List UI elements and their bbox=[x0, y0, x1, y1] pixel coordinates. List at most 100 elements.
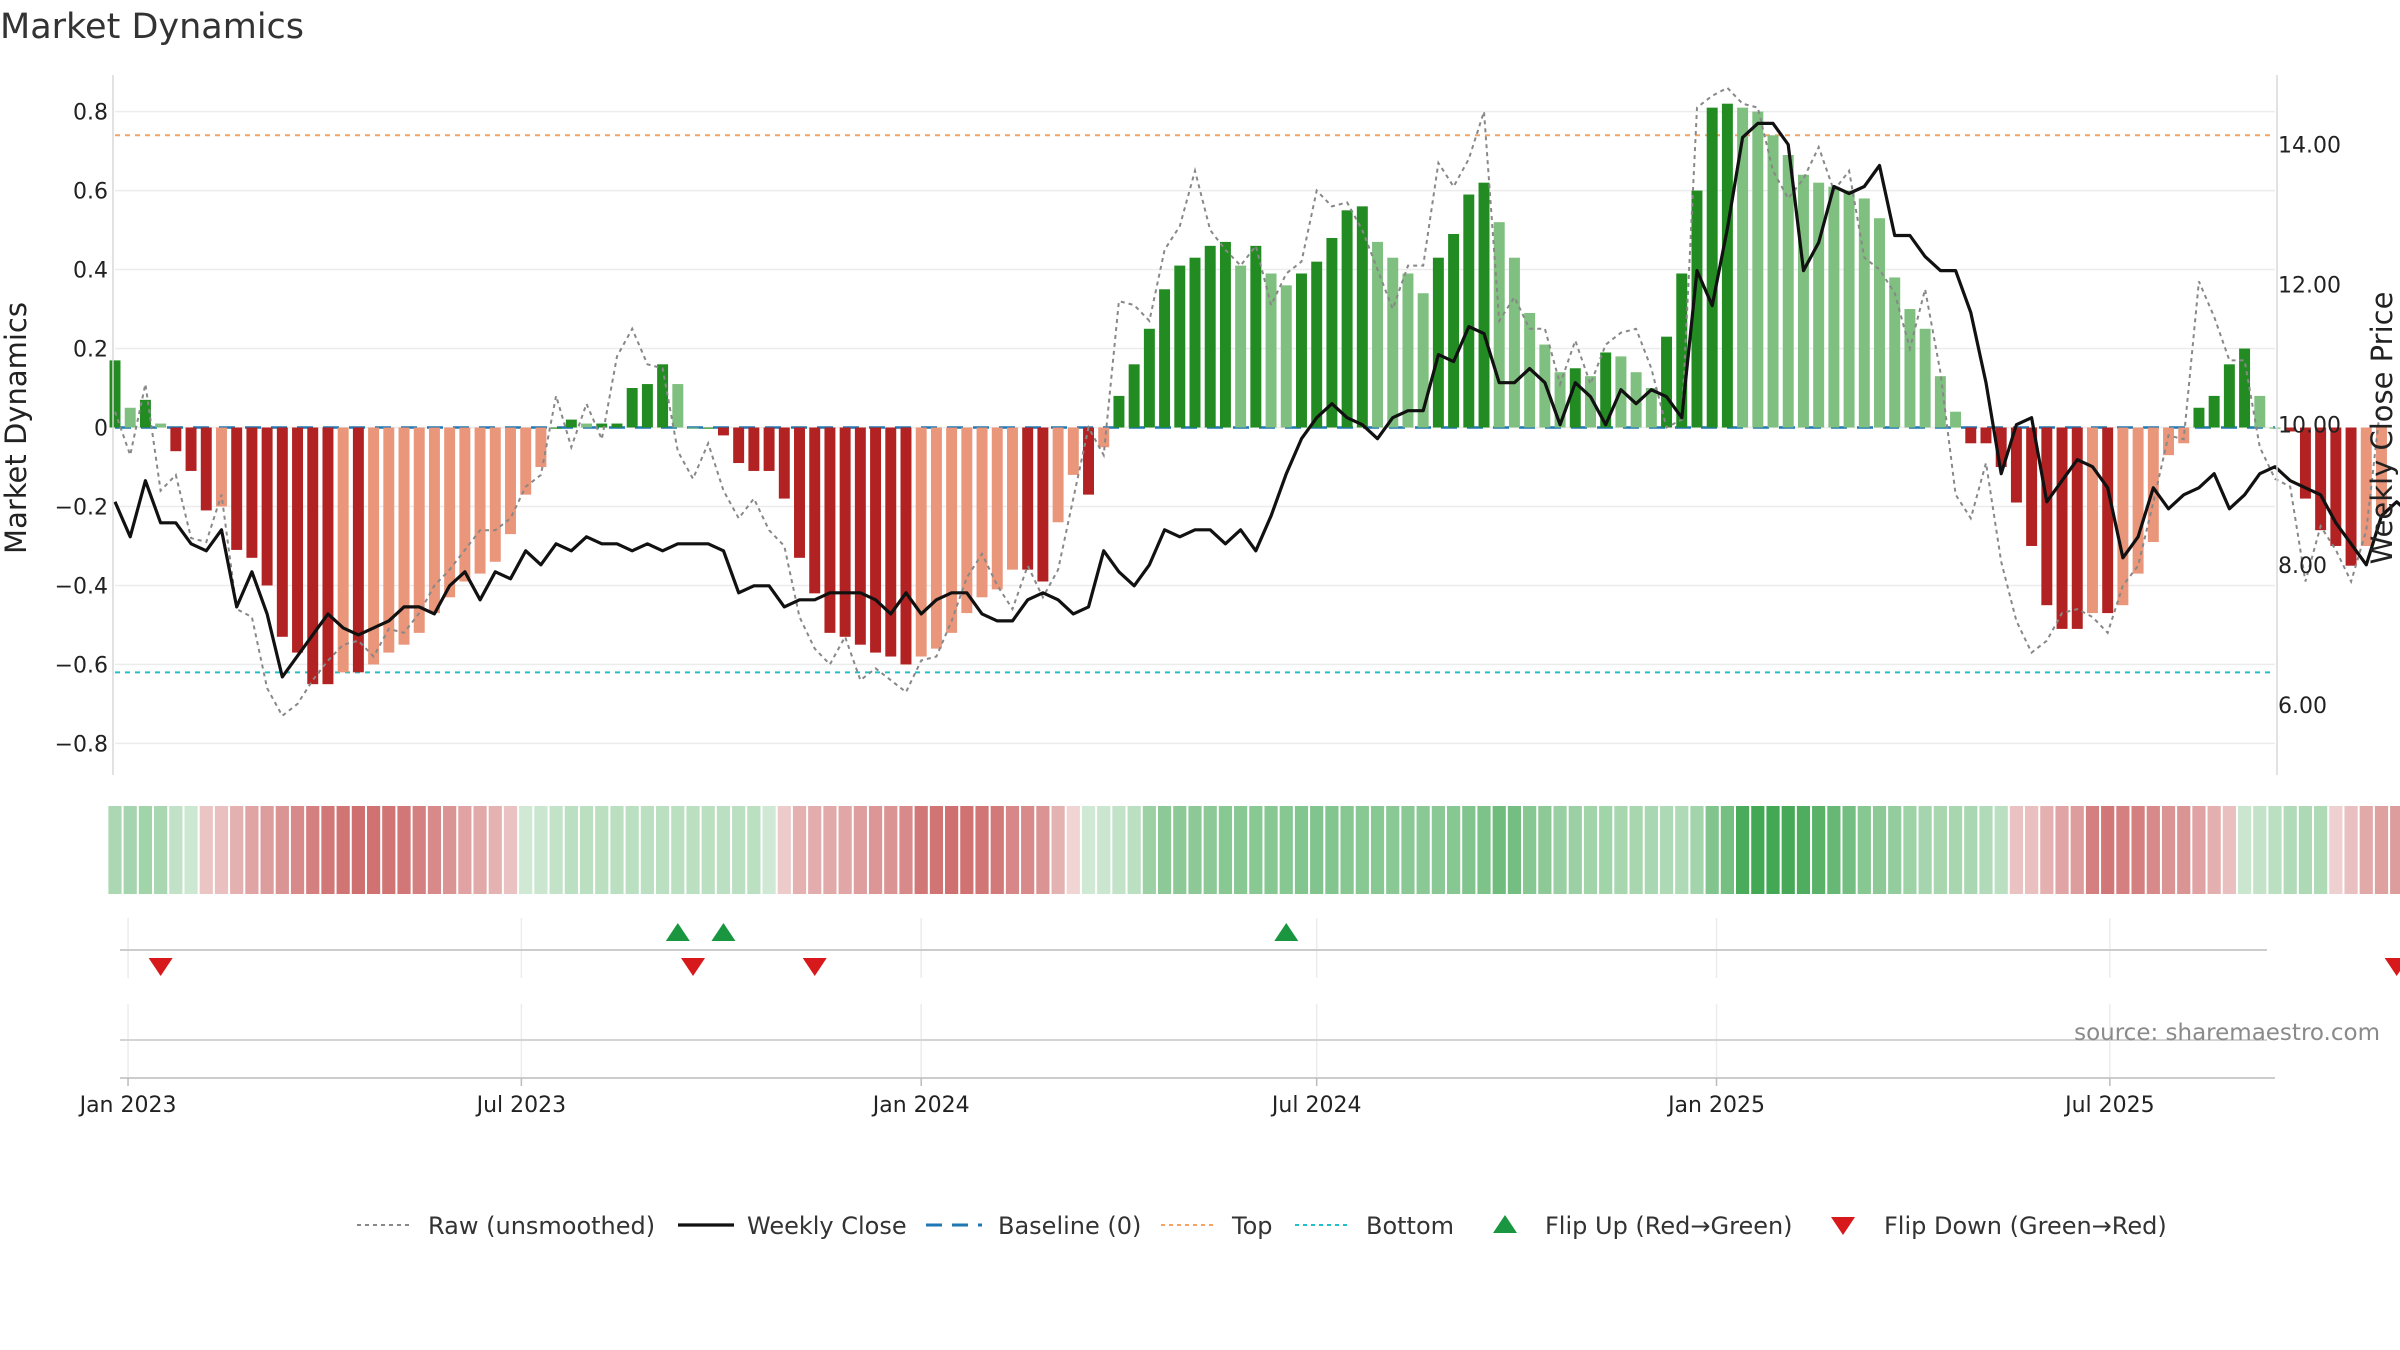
bar bbox=[1341, 210, 1353, 428]
heat-cell bbox=[382, 806, 396, 894]
bar bbox=[2117, 427, 2129, 606]
x-tick-label: Jan 2024 bbox=[871, 1093, 970, 1118]
flip-down-marker bbox=[681, 958, 706, 976]
heat-cell bbox=[884, 806, 898, 894]
bar bbox=[1326, 237, 1338, 428]
heat-cell bbox=[1370, 806, 1385, 894]
heat-cell bbox=[1492, 806, 1506, 894]
right-tick-label: 6.00 bbox=[2278, 694, 2327, 719]
heat-cell bbox=[1888, 806, 1902, 894]
bar bbox=[1676, 273, 1688, 428]
heat-cell bbox=[1279, 806, 1293, 894]
heat-cell bbox=[1690, 806, 1704, 894]
bar bbox=[124, 407, 136, 428]
x-tick-label: Jan 2023 bbox=[78, 1093, 177, 1118]
heat-cell bbox=[899, 806, 913, 894]
bar bbox=[1600, 352, 1612, 428]
bar bbox=[261, 427, 273, 586]
bar bbox=[976, 427, 988, 598]
bar bbox=[2299, 427, 2311, 499]
bar bbox=[1721, 103, 1733, 428]
bar bbox=[1250, 245, 1262, 428]
heat-cell bbox=[1142, 806, 1156, 894]
bar bbox=[2330, 427, 2342, 546]
legend-swatch-flip-up bbox=[1493, 1215, 1517, 1233]
heat-cell bbox=[275, 806, 289, 894]
bar bbox=[2376, 427, 2387, 515]
bar bbox=[1128, 364, 1140, 428]
heat-cell bbox=[762, 806, 776, 894]
bar bbox=[626, 388, 638, 428]
chart-legend: Raw (unsmoothed) Weekly Close Baseline (0)… bbox=[357, 1212, 2167, 1240]
heat-cell bbox=[1081, 806, 1096, 894]
bar bbox=[1417, 293, 1429, 428]
legend-swatch-flip-down bbox=[1831, 1217, 1855, 1235]
left-tick-label: −0.6 bbox=[55, 653, 108, 678]
heat-cell bbox=[2131, 806, 2145, 894]
bar bbox=[292, 427, 304, 653]
bar bbox=[2223, 364, 2235, 428]
bar bbox=[1311, 261, 1323, 428]
heat-cell bbox=[640, 806, 654, 894]
heat-cell bbox=[412, 806, 426, 894]
heat-cell bbox=[2298, 806, 2313, 894]
heat-cell bbox=[519, 806, 533, 894]
bar bbox=[1296, 273, 1307, 428]
heat-cell bbox=[2253, 806, 2267, 894]
heat-cell bbox=[1234, 806, 1248, 894]
bar bbox=[520, 427, 532, 495]
heat-cell bbox=[351, 806, 365, 894]
bar bbox=[2315, 427, 2327, 531]
bar bbox=[535, 427, 547, 467]
bar bbox=[2071, 427, 2083, 629]
bar bbox=[1463, 194, 1475, 428]
bar bbox=[778, 427, 790, 499]
heat-cell bbox=[427, 806, 442, 894]
bar bbox=[2026, 427, 2038, 546]
heat-cell bbox=[2268, 806, 2282, 894]
bar bbox=[1432, 257, 1444, 428]
heat-cell bbox=[2055, 806, 2069, 894]
axes: 0.8 0.6 0.4 0.2 0 −0.2 −0.4 −0.6 −0.8 14.00 12.00 1… bbox=[0, 75, 2399, 775]
heat-cell bbox=[1386, 806, 1400, 894]
bar bbox=[1219, 241, 1231, 428]
bar bbox=[216, 427, 227, 507]
bar bbox=[1797, 174, 1809, 428]
heat-cell bbox=[2116, 806, 2130, 894]
legend-label: Flip Down (Green→Red) bbox=[1884, 1212, 2167, 1240]
heat-cell bbox=[671, 806, 685, 894]
heat-cell bbox=[1157, 806, 1172, 894]
heat-cell bbox=[2390, 806, 2400, 894]
bar bbox=[1356, 206, 1368, 428]
flip-down-marker bbox=[802, 958, 827, 976]
heat-cell bbox=[716, 806, 731, 894]
heat-cell bbox=[853, 806, 867, 894]
left-tick-label: −0.4 bbox=[55, 574, 108, 599]
bar bbox=[1022, 427, 1034, 570]
left-tick-label: 0.8 bbox=[73, 101, 108, 126]
bar bbox=[581, 423, 593, 428]
bar bbox=[1737, 107, 1749, 428]
heat-cell bbox=[960, 806, 974, 894]
bar bbox=[2254, 395, 2266, 428]
bar bbox=[2041, 427, 2053, 606]
bar bbox=[307, 427, 319, 685]
bar bbox=[1174, 265, 1186, 428]
heat-cell bbox=[184, 806, 198, 894]
chart-title: Market Dynamics bbox=[0, 7, 304, 47]
heat-cell bbox=[1948, 806, 1963, 894]
bar bbox=[1067, 427, 1079, 475]
heat-cell bbox=[1021, 806, 1035, 894]
bar bbox=[1919, 328, 1931, 428]
bar bbox=[611, 423, 623, 428]
heat-cell bbox=[1842, 806, 1856, 894]
bar bbox=[1950, 411, 1962, 428]
heat-cell bbox=[443, 806, 457, 894]
heat-cell bbox=[1431, 806, 1445, 894]
heat-cell bbox=[1979, 806, 1993, 894]
bar bbox=[915, 427, 927, 657]
bar bbox=[1630, 372, 1642, 428]
bar bbox=[1934, 376, 1946, 428]
heat-cell bbox=[214, 806, 229, 894]
bar bbox=[1813, 182, 1825, 428]
